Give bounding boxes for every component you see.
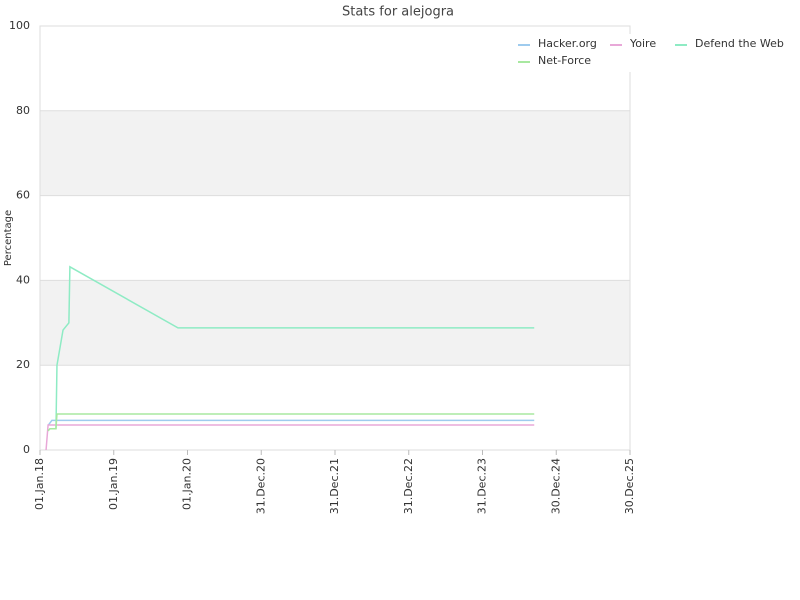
legend-label: Yoire <box>629 37 656 50</box>
y-axis-label: Percentage <box>3 210 14 266</box>
series-line <box>55 265 535 429</box>
plot-frame <box>39 25 631 451</box>
grid-band <box>40 110 630 196</box>
x-tick-label: 01.Jan.19 <box>107 458 120 510</box>
legend: Hacker.org Yoire Defend the Web Net-Force <box>505 34 795 72</box>
legend-label: Net-Force <box>538 54 591 67</box>
series-line <box>45 424 535 451</box>
legend-label: Defend the Web <box>695 37 784 50</box>
y-tick-label: 80 <box>16 104 30 117</box>
x-tick-label: 31.Dec.21 <box>328 458 341 514</box>
x-tick-label: 31.Dec.23 <box>476 458 489 514</box>
x-tick-label: 01.Jan.20 <box>181 458 194 510</box>
legend-box <box>505 34 795 72</box>
chart-title: Stats for alejogra <box>342 5 454 20</box>
grid-band <box>40 280 630 366</box>
y-tick-label: 0 <box>23 443 30 456</box>
y-tick-label: 100 <box>9 19 30 32</box>
x-tick-label: 31.Dec.20 <box>254 458 267 514</box>
series-line <box>47 419 535 426</box>
x-tick-label: 30.Dec.25 <box>623 458 636 514</box>
legend-label: Hacker.org <box>538 37 597 50</box>
y-tick-label: 40 <box>16 273 30 286</box>
x-tick-label: 01.Jan.18 <box>33 458 46 510</box>
y-tick-label: 20 <box>16 358 30 371</box>
y-tick-label: 60 <box>16 189 30 202</box>
x-tick-label: 30.Dec.24 <box>549 458 562 514</box>
x-tick-label: 31.Dec.22 <box>402 458 415 514</box>
series-line <box>47 413 535 432</box>
